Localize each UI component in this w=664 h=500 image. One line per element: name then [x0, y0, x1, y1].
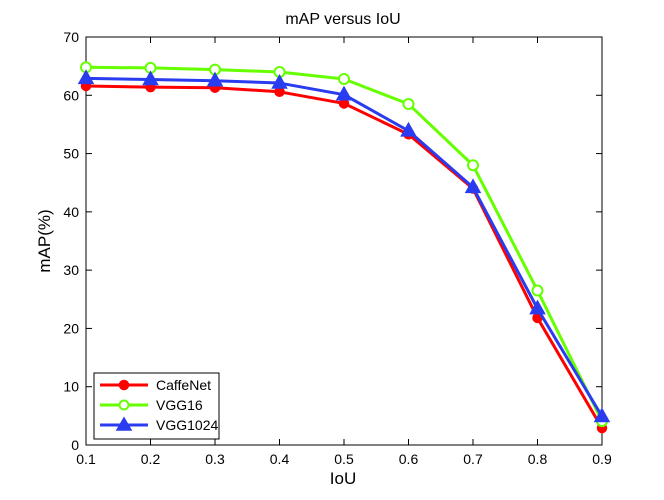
- y-tick-label: 60: [63, 87, 79, 103]
- legend: CaffeNet VGG16 VGG1024: [93, 372, 220, 440]
- data-point-vgg1024: [400, 121, 417, 137]
- series-vgg1024: [77, 69, 611, 423]
- data-point-vgg1024: [464, 178, 482, 194]
- data-point-vgg1024: [142, 70, 159, 86]
- data-point-vgg16: [531, 284, 544, 297]
- y-tick-label: 70: [63, 29, 79, 45]
- data-point-vgg1024: [335, 85, 353, 101]
- y-tick-label: 10: [63, 379, 79, 395]
- data-point-vgg1024: [206, 71, 224, 87]
- x-tick-label: 0.6: [399, 451, 419, 467]
- y-axis-ticks: 0 10 20 30 40 50 60 70: [63, 29, 602, 453]
- data-point-vgg1024: [593, 407, 611, 423]
- x-tick-label: 0.4: [270, 451, 290, 467]
- x-axis-title: IoU: [330, 469, 356, 488]
- x-tick-label: 0.9: [592, 451, 612, 467]
- x-tick-label: 0.2: [141, 451, 161, 467]
- legend-label-caffenet: CaffeNet: [156, 377, 211, 393]
- legend-label-vgg16: VGG16: [156, 397, 203, 413]
- legend-label-vgg1024: VGG1024: [156, 417, 218, 433]
- data-point-vgg1024: [271, 74, 288, 89]
- data-point-vgg16: [338, 72, 350, 85]
- legend-marker-vgg1024: [115, 416, 133, 431]
- x-tick-label: 0.8: [528, 451, 548, 467]
- x-axis-ticks: 0.1 0.2 0.3 0.4 0.5 0.6 0.7 0.8 0.9: [76, 37, 612, 467]
- y-tick-label: 50: [63, 146, 79, 162]
- y-tick-label: 0: [71, 437, 79, 453]
- data-point-vgg1024: [77, 69, 95, 85]
- y-tick-label: 30: [63, 262, 79, 278]
- y-tick-label: 20: [63, 320, 79, 336]
- y-axis-title: mAP(%): [35, 209, 54, 272]
- y-tick-label: 40: [63, 204, 79, 220]
- data-point-vgg16: [467, 159, 479, 172]
- x-tick-label: 0.7: [463, 451, 483, 467]
- legend-marker-caffenet: [118, 379, 130, 391]
- data-point-vgg1024: [529, 299, 546, 315]
- x-tick-label: 0.3: [205, 451, 225, 467]
- x-tick-label: 0.5: [334, 451, 354, 467]
- data-point-vgg16: [402, 98, 415, 111]
- legend-marker-vgg16: [118, 399, 130, 411]
- x-tick-label: 0.1: [76, 451, 96, 467]
- chart-title: mAP versus IoU: [285, 11, 400, 28]
- series-layer: [77, 61, 611, 434]
